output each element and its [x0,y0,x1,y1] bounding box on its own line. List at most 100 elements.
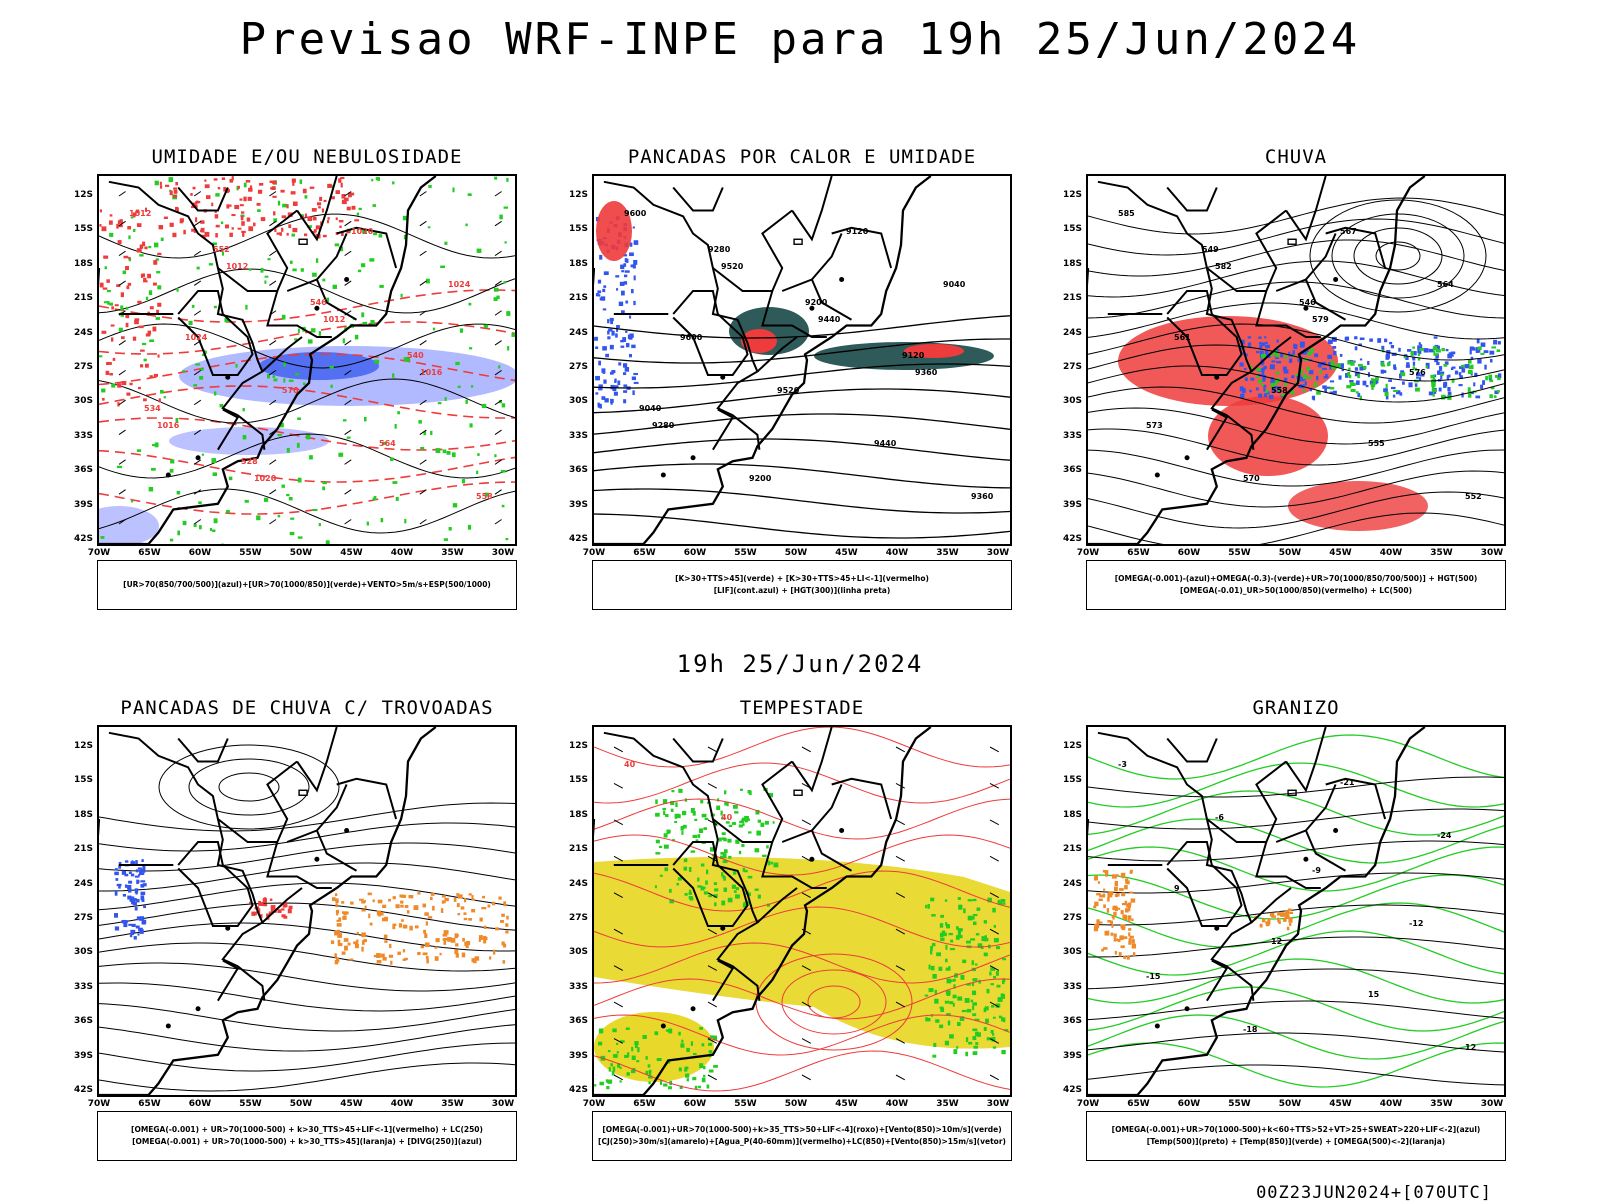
thunder-cell [453,897,457,902]
latitude-tick-label: 12S [568,741,588,751]
omega500-cell [1125,908,1129,913]
wind850-cell [624,1054,629,1059]
omega-cell [1393,389,1398,393]
omega-cell [1386,363,1391,366]
moisture-cell [507,346,510,351]
wind850-cell [747,831,752,834]
wind850-cell [939,1006,944,1009]
wind-vector [895,855,906,862]
omega-cell [1323,376,1329,379]
moisture-cell [260,267,264,273]
thunder-cell [501,941,505,946]
thickness-cell [240,215,244,221]
wind850-cell [930,945,933,951]
border-line [811,784,843,832]
wind850-cell [735,887,739,891]
thickness-cell [201,234,206,239]
thunder-cell [398,923,403,928]
thunder-cell [478,939,481,942]
moisture-cell [199,376,204,380]
omega-cell [1393,366,1397,371]
jet-stream-area [594,857,1010,1049]
omega-cell [1473,382,1476,387]
wind850-cell [983,1027,987,1031]
wind850-cell [985,1018,989,1024]
wind850-cell [720,810,723,816]
lifted-index-cell [610,320,614,325]
omega-cell [1377,338,1382,343]
lifted-index-cell [597,290,602,294]
omega-cell [1458,384,1463,387]
thickness-cell [346,206,351,211]
omega-cell [1265,350,1269,354]
omega-cell [1261,370,1265,376]
omega-cell [1263,384,1267,388]
thunder-cell [376,953,381,958]
latitude-tick-label: 15S [73,224,93,235]
omega500-cell [1265,924,1270,927]
wind850-cell [619,1080,622,1083]
wind850-cell [1002,958,1007,961]
omega-cell [1467,359,1472,364]
wind850-cell [686,1047,690,1053]
omega-cell [1345,373,1349,378]
wind850-cell [690,1041,694,1046]
border-line [756,336,798,373]
valid-time-label: 19h 25/Jun/2024 [676,650,924,678]
thunder-cell [435,938,440,943]
wind850-cell [684,893,688,896]
divergence-cell [127,888,132,893]
omega500-cell [1098,921,1103,924]
omega-cell [1347,360,1350,365]
omega-cell [1258,336,1262,339]
moisture-cell [148,290,153,296]
thunder-cell [434,956,439,961]
moisture-cell [177,530,181,536]
wind850-cell [662,807,666,811]
moisture-cell [99,355,103,358]
thickness-cell [204,231,210,237]
omega-cell [1263,393,1268,398]
border-line [1275,278,1347,321]
wind-vector [193,191,202,197]
omega-cell [1362,366,1367,370]
lake-mark [1214,374,1220,380]
divergence-cell [139,929,144,934]
wind850-cell [992,1033,995,1036]
latitude-tick-label: 42S [73,534,93,544]
omega500-cell [1132,952,1136,957]
divergence-cell [139,916,145,921]
wind-vector [707,746,718,753]
divergence-cell [138,927,143,932]
divergence-cell [140,895,145,901]
moisture-cell [362,229,367,234]
lifted-index-cell [625,300,629,304]
thunder-cell [347,942,351,946]
wind-vector [707,892,718,899]
wind-vector [707,783,718,789]
border-line [1325,777,1387,820]
wind850-cell [712,1035,718,1041]
longitude-tick-label: 35W [441,1099,464,1109]
longitude-tick-label: 65W [633,548,656,558]
omega-cell [1332,390,1337,394]
moisture-cell [213,391,217,396]
omega-cell [1477,358,1482,364]
map-granizo: -3 -6 -9 -12 -15 -18 -21 -24 9 12 15 12 [1086,725,1506,1097]
streamline [1088,470,1504,508]
thunder-cell [341,951,346,955]
moisture-cell [493,297,498,301]
omega-cell [1399,373,1402,379]
omega500-cell [1112,915,1115,920]
thickness-cell [99,209,102,213]
omega-cell [1369,338,1373,342]
wind850-cell [981,936,986,942]
wind850-cell [682,810,687,816]
severe-cell [282,902,287,908]
wind850-cell [674,815,677,819]
omega-cell [1291,375,1295,379]
wind850-cell [1000,898,1006,903]
wind850-cell [700,799,704,804]
wind-vector [801,1038,812,1044]
streamline [1088,428,1504,466]
